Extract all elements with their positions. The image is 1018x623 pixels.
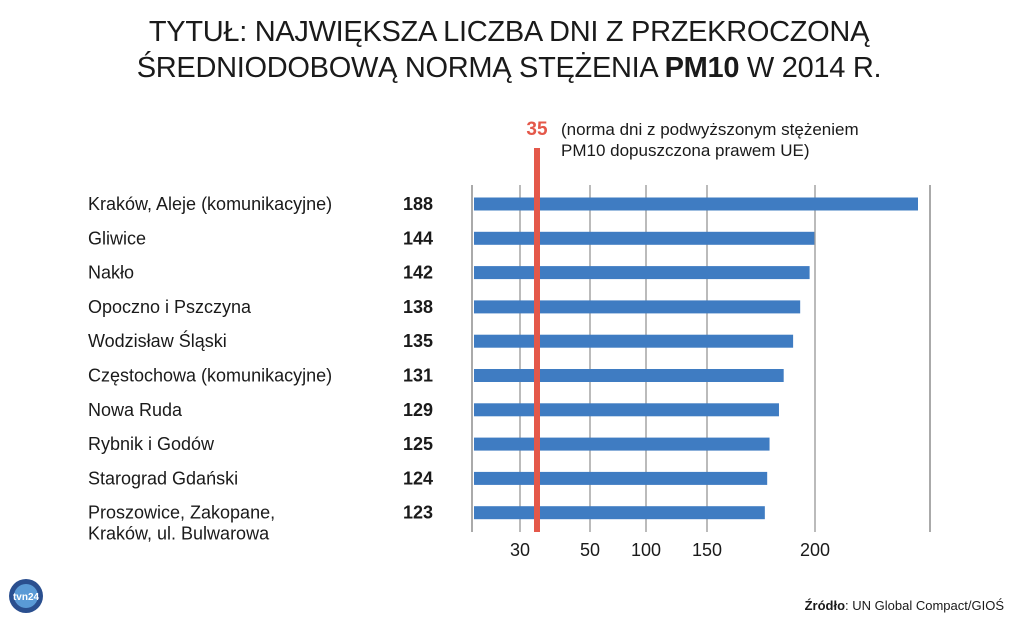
category-label-6: Nowa Ruda: [88, 400, 183, 420]
bar-2: [474, 266, 810, 280]
source-prefix: Źródło: [804, 598, 846, 613]
category-label-9-line-1: Kraków, ul. Bulwarowa: [88, 524, 270, 544]
source-note: Źródło: UN Global Compact/GIOŚ: [805, 598, 1004, 613]
norm-value-label: 35: [526, 119, 548, 140]
source-text: : UN Global Compact/GIOŚ: [845, 598, 1004, 613]
value-label-6: 129: [403, 400, 433, 420]
category-label-8: Starograd Gdański: [88, 468, 238, 488]
logo-text: tvn24: [13, 592, 40, 603]
value-label-5: 131: [403, 366, 433, 386]
bar-0: [474, 197, 918, 211]
chart-title: TYTUŁ: NAJWIĘKSZA LICZBA DNI Z PRZEKROCZ…: [0, 14, 1018, 86]
value-label-9: 123: [403, 503, 433, 523]
value-label-7: 125: [403, 434, 433, 454]
bar-8: [474, 471, 768, 485]
category-label-7: Rybnik i Godów: [88, 434, 215, 454]
category-label-4: Wodzisław Śląski: [88, 330, 227, 351]
x-tick-label-200: 200: [800, 540, 830, 560]
value-label-8: 124: [403, 468, 433, 488]
x-tick-label-150: 150: [692, 540, 722, 560]
norm-note-line-2: PM10 dopuszczona prawem UE): [561, 141, 810, 160]
category-label-2: Nakło: [88, 263, 134, 283]
norm-note-line-1: (norma dni z podwyższonym stężeniem: [561, 120, 859, 139]
bar-9: [474, 506, 765, 520]
title-line-2-end: W 2014 R.: [739, 52, 882, 84]
x-tick-label-50: 50: [580, 540, 600, 560]
x-tick-label-100: 100: [631, 540, 661, 560]
bar-7: [474, 437, 770, 451]
value-label-1: 144: [403, 228, 433, 248]
title-line-1: TYTUŁ: NAJWIĘKSZA LICZBA DNI Z PRZEKROCZ…: [148, 16, 870, 48]
category-label-5: Częstochowa (komunikacyjne): [88, 366, 332, 386]
tvn24-logo: tvn24: [9, 579, 43, 613]
category-label-9-line-0: Proszowice, Zakopane,: [88, 503, 275, 523]
value-label-3: 138: [403, 297, 433, 317]
value-label-0: 188: [403, 194, 433, 214]
category-label-3: Opoczno i Pszczyna: [88, 297, 252, 317]
x-tick-label-30: 30: [510, 540, 530, 560]
bar-1: [474, 231, 815, 245]
bar-5: [474, 369, 784, 382]
category-label-0: Kraków, Aleje (komunikacyjne): [88, 194, 332, 214]
bar-4: [474, 334, 794, 348]
bar-6: [474, 403, 779, 417]
category-label-1: Gliwice: [88, 228, 146, 248]
title-pm10: PM10: [664, 52, 740, 84]
title-line-2-start: ŚREDNIODOBOWĄ NORMĄ STĘŻENIA: [136, 52, 665, 84]
title-line-2: ŚREDNIODOBOWĄ NORMĄ STĘŻENIA PM10 W 2014…: [0, 50, 1018, 86]
bar-3: [474, 300, 801, 314]
value-label-2: 142: [403, 263, 433, 283]
value-label-4: 135: [403, 331, 433, 351]
